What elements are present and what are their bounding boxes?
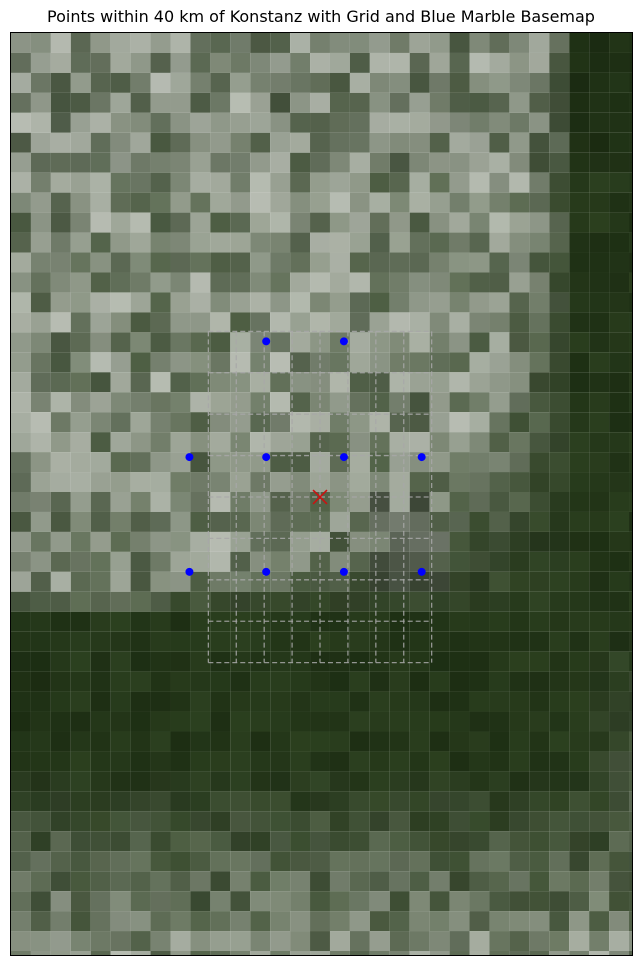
basemap-layer xyxy=(11,33,632,955)
location-point xyxy=(339,337,348,346)
location-point xyxy=(417,453,426,462)
location-point xyxy=(339,453,348,462)
center-x-marker-icon xyxy=(312,489,328,505)
location-point xyxy=(262,567,271,576)
location-point xyxy=(262,337,271,346)
map-canvas xyxy=(11,33,632,955)
location-point xyxy=(417,567,426,576)
location-point xyxy=(185,453,194,462)
map-frame xyxy=(10,32,633,956)
map-title: Points within 40 km of Konstanz with Gri… xyxy=(47,7,595,26)
location-point xyxy=(339,567,348,576)
grid-layer xyxy=(207,330,433,664)
center-marker-layer xyxy=(312,489,328,505)
location-point xyxy=(185,567,194,576)
points-layer xyxy=(185,337,426,576)
location-point xyxy=(262,453,271,462)
